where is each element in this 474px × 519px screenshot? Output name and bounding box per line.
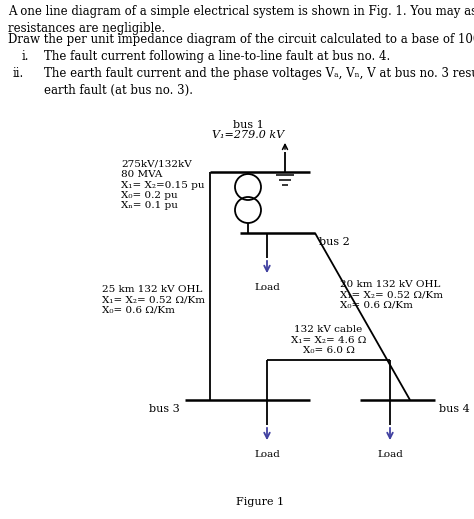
Text: 132 kV cable
X₁= X₂= 4.6 Ω
X₀= 6.0 Ω: 132 kV cable X₁= X₂= 4.6 Ω X₀= 6.0 Ω [291, 325, 366, 355]
Text: bus 2: bus 2 [319, 237, 350, 247]
Text: ii.: ii. [13, 67, 24, 80]
Text: bus 3: bus 3 [149, 404, 180, 414]
Text: 25 km 132 kV OHL
X₁= X₂= 0.52 Ω/Km
X₀= 0.6 Ω/Km: 25 km 132 kV OHL X₁= X₂= 0.52 Ω/Km X₀= 0… [102, 285, 205, 315]
Text: 275kV/132kV
80 MVA
X₁= X₂=0.15 pu
X₀= 0.2 pu
Xₙ= 0.1 pu: 275kV/132kV 80 MVA X₁= X₂=0.15 pu X₀= 0.… [121, 160, 205, 210]
Text: Load: Load [254, 450, 280, 459]
Text: The earth fault current and the phase voltages Vₐ, Vₙ, V⁣ at bus no. 3 resulting: The earth fault current and the phase vo… [44, 67, 474, 97]
Text: 20 km 132 kV OHL
X₁= X₂= 0.52 Ω/Km
X₀= 0.6 Ω/Km: 20 km 132 kV OHL X₁= X₂= 0.52 Ω/Km X₀= 0… [340, 280, 443, 310]
Text: The fault current following a line-to-line fault at bus no. 4.: The fault current following a line-to-li… [44, 50, 390, 63]
Text: Draw the per unit impedance diagram of the circuit calculated to a base of 100 M: Draw the per unit impedance diagram of t… [8, 33, 474, 46]
Text: V₁=279.0 kV: V₁=279.0 kV [212, 130, 284, 140]
Text: Load: Load [377, 450, 403, 459]
Text: A one line diagram of a simple electrical system is shown in Fig. 1. You may ass: A one line diagram of a simple electrica… [8, 5, 474, 35]
Text: bus 1: bus 1 [233, 120, 264, 130]
Text: i.: i. [22, 50, 29, 63]
Text: Figure 1: Figure 1 [236, 497, 284, 507]
Text: Load: Load [254, 283, 280, 292]
Text: bus 4: bus 4 [439, 404, 470, 414]
